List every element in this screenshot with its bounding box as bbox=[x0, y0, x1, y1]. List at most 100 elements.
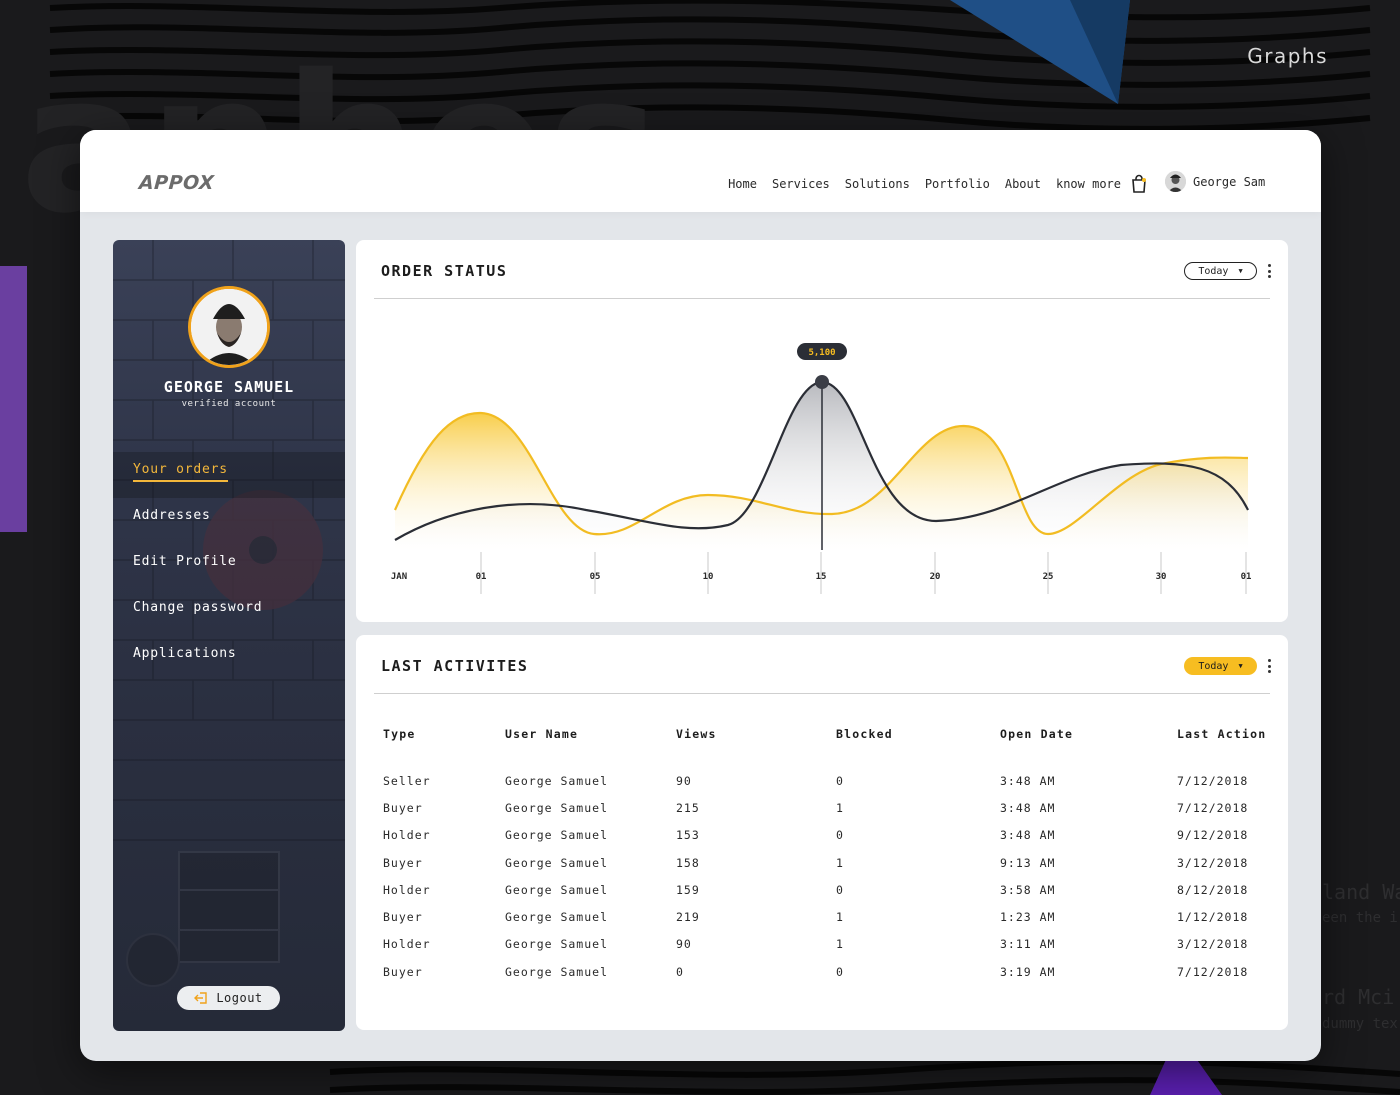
table-row[interactable]: Buyer George Samuel 215 1 3:48 AM 7/12/2018 bbox=[383, 794, 1273, 821]
more-options-icon[interactable] bbox=[1266, 659, 1272, 673]
sidebar-item-change-password[interactable]: Change password bbox=[113, 590, 345, 636]
table-row[interactable]: Buyer George Samuel 158 1 9:13 AM 3/12/2018 bbox=[383, 849, 1273, 876]
nav-about[interactable]: About bbox=[1004, 177, 1041, 191]
table-cell: 90 bbox=[676, 937, 692, 952]
main-nav: Home Services Solutions Portfolio About … bbox=[728, 177, 1121, 191]
table-row[interactable]: Seller George Samuel 90 0 3:48 AM 7/12/2018 bbox=[383, 767, 1273, 794]
sidebar-item-your-orders[interactable]: Your orders bbox=[113, 452, 345, 498]
backdrop-accent-bar bbox=[0, 266, 27, 532]
top-navbar: APPOX Home Services Solutions Portfolio … bbox=[80, 130, 1321, 212]
logout-button[interactable]: Logout bbox=[177, 986, 280, 1010]
table-cell: Holder bbox=[383, 828, 431, 843]
order-status-title: ORDER STATUS bbox=[381, 262, 508, 280]
backdrop-label: Graphs bbox=[1247, 44, 1328, 68]
sidebar-item-label: Edit Profile bbox=[133, 554, 237, 569]
nav-portfolio[interactable]: Portfolio bbox=[924, 177, 990, 191]
user-menu[interactable]: George Sam bbox=[1165, 171, 1265, 192]
table-cell: Buyer bbox=[383, 855, 423, 870]
column-header[interactable]: Last Action bbox=[1177, 727, 1267, 741]
table-cell: George Samuel bbox=[505, 828, 609, 843]
nav-home[interactable]: Home bbox=[728, 177, 757, 191]
column-header[interactable]: Open Date bbox=[1000, 727, 1074, 741]
caret-down-icon: ▼ bbox=[1238, 267, 1243, 275]
sidebar-item-label: Addresses bbox=[133, 508, 211, 523]
table-cell: 219 bbox=[676, 910, 700, 925]
sidebar-menu: Your orders Addresses Edit Profile Chang… bbox=[113, 452, 345, 682]
table-cell: 1/12/2018 bbox=[1177, 910, 1249, 925]
table-cell: Buyer bbox=[383, 910, 423, 925]
table-cell: 0 bbox=[676, 964, 684, 979]
sidebar-item-applications[interactable]: Applications bbox=[113, 636, 345, 682]
x-tick-label: 15 bbox=[816, 572, 827, 582]
table-cell: George Samuel bbox=[505, 773, 609, 788]
table-cell: 3:48 AM bbox=[1000, 773, 1056, 788]
table-cell: 0 bbox=[836, 828, 844, 843]
sidebar-item-label: Change password bbox=[133, 600, 263, 615]
x-tick-label: 20 bbox=[930, 572, 941, 582]
app-window: APPOX Home Services Solutions Portfolio … bbox=[80, 130, 1321, 1061]
profile-avatar[interactable] bbox=[188, 286, 270, 368]
column-header[interactable]: Type bbox=[383, 727, 416, 741]
app-logo[interactable]: APPOX bbox=[138, 172, 215, 194]
table-row[interactable]: Buyer George Samuel 0 0 3:19 AM 7/12/2018 bbox=[383, 958, 1273, 985]
caret-down-icon: ▼ bbox=[1238, 662, 1243, 670]
column-header[interactable]: User Name bbox=[505, 727, 579, 741]
order-status-filter-dropdown[interactable]: Today ▼ bbox=[1184, 262, 1257, 280]
shopping-bag-icon[interactable] bbox=[1129, 174, 1149, 194]
table-row[interactable]: Holder George Samuel 90 1 3:11 AM 3/12/2018 bbox=[383, 931, 1273, 958]
backdrop-ghost-text: rd Mci bbox=[1322, 985, 1395, 1009]
backdrop-ghost-text: land Wa bbox=[1322, 880, 1400, 904]
table-cell: George Samuel bbox=[505, 910, 609, 925]
filter-label: Today bbox=[1198, 265, 1229, 277]
table-cell: 158 bbox=[676, 855, 700, 870]
x-tick-label: 30 bbox=[1156, 572, 1167, 582]
nav-solutions[interactable]: Solutions bbox=[844, 177, 910, 191]
last-activities-title: LAST ACTIVITES bbox=[381, 657, 529, 675]
order-status-chart: 5,100 JAN 01 05 10 15 20 25 30 01 bbox=[391, 340, 1252, 594]
table-cell: George Samuel bbox=[505, 800, 609, 815]
nav-services[interactable]: Services bbox=[771, 177, 830, 191]
table-cell: Buyer bbox=[383, 964, 423, 979]
table-cell: Buyer bbox=[383, 800, 423, 815]
activity-table: Type User Name Views Blocked Open Date L… bbox=[383, 727, 1273, 985]
table-cell: 3:11 AM bbox=[1000, 937, 1056, 952]
table-cell: George Samuel bbox=[505, 937, 609, 952]
table-cell: Seller bbox=[383, 773, 431, 788]
sidebar-item-label: Applications bbox=[133, 646, 237, 661]
table-cell: 3:19 AM bbox=[1000, 964, 1056, 979]
table-cell: 159 bbox=[676, 882, 700, 897]
table-cell: 215 bbox=[676, 800, 700, 815]
table-cell: 9/12/2018 bbox=[1177, 828, 1249, 843]
sidebar-item-addresses[interactable]: Addresses bbox=[113, 498, 345, 544]
table-row[interactable]: Holder George Samuel 159 0 3:58 AM 8/12/2018 bbox=[383, 876, 1273, 903]
table-cell: 0 bbox=[836, 773, 844, 788]
table-row[interactable]: Buyer George Samuel 219 1 1:23 AM 1/12/2018 bbox=[383, 903, 1273, 930]
last-activities-card: LAST ACTIVITES Today ▼ Type User Name Vi… bbox=[356, 635, 1288, 1030]
profile-verified-label: verified account bbox=[181, 399, 277, 409]
sidebar-item-edit-profile[interactable]: Edit Profile bbox=[113, 544, 345, 590]
sidebar-item-label: Your orders bbox=[133, 462, 228, 482]
table-row[interactable]: Holder George Samuel 153 0 3:48 AM 9/12/2018 bbox=[383, 822, 1273, 849]
table-cell: 1 bbox=[836, 800, 844, 815]
table-cell: 1 bbox=[836, 910, 844, 925]
highlight-marker-dot[interactable] bbox=[815, 375, 829, 389]
last-activities-filter-dropdown[interactable]: Today ▼ bbox=[1184, 657, 1257, 675]
column-header[interactable]: Views bbox=[676, 727, 717, 741]
table-cell: 1 bbox=[836, 937, 844, 952]
highlight-tooltip-label: 5,100 bbox=[808, 348, 835, 358]
table-cell: 3:48 AM bbox=[1000, 828, 1056, 843]
table-cell: George Samuel bbox=[505, 964, 609, 979]
sidebar-background-texture bbox=[113, 240, 345, 987]
profile-name: GEORGE SAMUEL bbox=[163, 378, 295, 396]
x-tick-label: JAN bbox=[391, 572, 407, 582]
series-line-yellow bbox=[393, 411, 1249, 536]
logout-icon bbox=[194, 992, 208, 1004]
table-cell: 1:23 AM bbox=[1000, 910, 1056, 925]
more-options-icon[interactable] bbox=[1266, 264, 1272, 278]
nav-know-more[interactable]: know more bbox=[1055, 177, 1121, 191]
table-cell: Holder bbox=[383, 937, 431, 952]
backdrop-ghost-text: een the i bbox=[1322, 910, 1398, 926]
x-tick-label: 01 bbox=[1241, 572, 1252, 582]
column-header[interactable]: Blocked bbox=[836, 727, 893, 741]
table-cell: 7/12/2018 bbox=[1177, 773, 1249, 788]
